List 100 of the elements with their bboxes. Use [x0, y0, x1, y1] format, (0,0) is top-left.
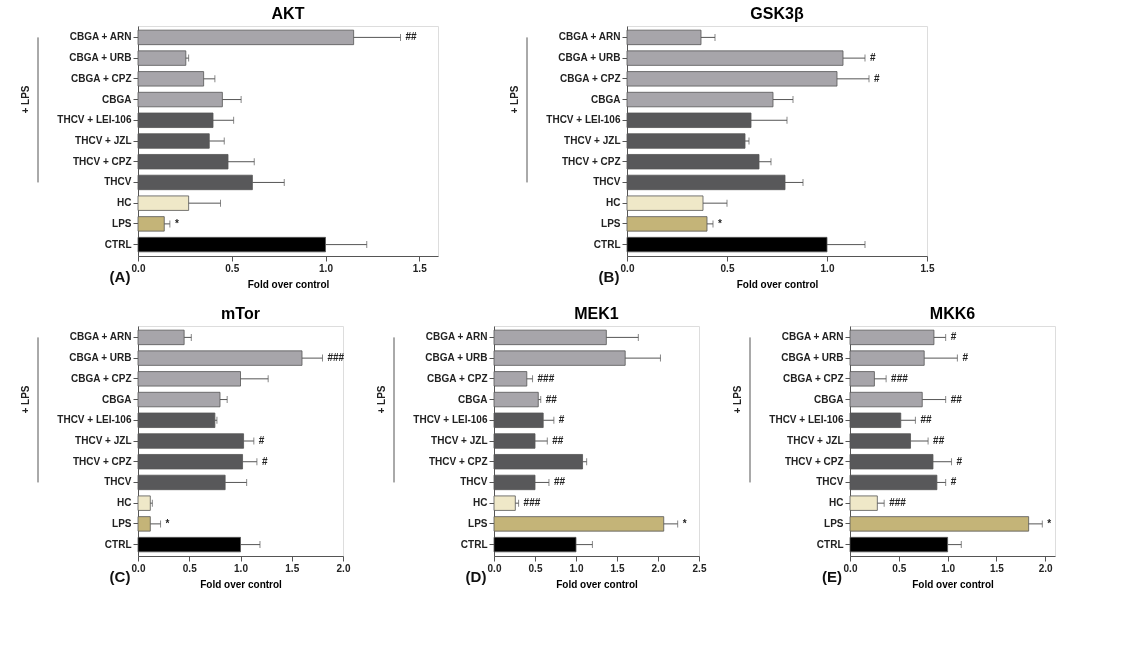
chart-title: MEK1: [574, 305, 619, 322]
x-tick-label: 1.5: [285, 562, 300, 574]
y-tick-label: THCV + LEI-106: [546, 114, 621, 126]
y-tick-label: THCV + CPZ: [561, 155, 621, 167]
x-axis-title: Fold over control: [200, 578, 283, 590]
y-tick-label: CBGA: [102, 393, 132, 405]
y-tick-label: HC: [117, 497, 132, 509]
x-tick-label: 0.5: [892, 562, 907, 574]
y-tick-label: THCV + JZL: [787, 435, 844, 446]
y-tick-label: CBGA + URB: [69, 52, 132, 64]
annotation: #: [874, 72, 880, 84]
annotation: ##: [545, 393, 558, 405]
text: + LPS: [20, 85, 31, 114]
y-tick-label: THCV: [104, 476, 132, 488]
annotation: #: [950, 476, 957, 488]
annotation: #: [956, 455, 963, 467]
x-tick-label: 0.5: [528, 562, 543, 574]
y-tick-label: THCV: [816, 476, 844, 488]
annotation: ##: [553, 476, 566, 488]
y-tick-label: THCV + CPZ: [72, 155, 132, 167]
annotation: *: [174, 217, 179, 229]
y-tick-label: THCV + LEI-106: [57, 414, 132, 426]
y-tick-label: THCV + LEI-106: [769, 414, 844, 426]
y-tick-label: CBGA: [102, 93, 132, 105]
y-tick-label: CBGA: [591, 93, 621, 105]
x-tick-label: 2.0: [336, 562, 351, 574]
y-tick-label: CBGA + CPZ: [560, 72, 621, 84]
x-tick-label: 1.5: [989, 562, 1005, 574]
x-axis-title: Fold over control: [912, 578, 995, 590]
annotation: ##: [950, 393, 963, 405]
annotation: ##: [552, 435, 564, 446]
annotation: ###: [891, 372, 909, 384]
y-tick-label: THCV: [593, 176, 621, 188]
y-tick-label: THCV + JZL: [75, 135, 132, 146]
y-tick-label: CBGA + ARN: [425, 331, 488, 343]
y-tick-label: CTRL: [460, 538, 488, 550]
y-tick-label: LPS: [112, 217, 132, 229]
y-tick-label: CTRL: [593, 238, 621, 250]
y-tick-label: THCV + CPZ: [428, 455, 488, 467]
y-tick-label: THCV + LEI-106: [413, 414, 488, 426]
y-tick-label: CBGA: [814, 393, 844, 405]
annotation: ###: [889, 497, 907, 509]
annotation: #: [870, 52, 876, 64]
x-axis-title: Fold over control: [247, 278, 330, 290]
y-tick-label: HC: [606, 197, 621, 209]
y-tick-label: THCV + JZL: [564, 135, 621, 146]
text: (C): [109, 568, 131, 585]
y-tick-label: CBGA + ARN: [781, 331, 844, 343]
x-tick-label: 2.0: [1038, 562, 1054, 574]
annotation: *: [165, 517, 170, 529]
x-tick-label: 1.0: [820, 262, 835, 274]
y-tick-label: THCV + CPZ: [784, 455, 844, 467]
y-tick-label: LPS: [112, 517, 132, 529]
text: (D): [465, 568, 487, 585]
y-tick-label: CBGA + CPZ: [71, 372, 132, 384]
y-tick-label: CBGA + ARN: [69, 31, 132, 43]
y-tick-label: HC: [473, 497, 488, 509]
annotation: *: [682, 517, 687, 529]
y-tick-label: CTRL: [816, 538, 844, 550]
x-tick-label: 2.0: [651, 562, 666, 574]
x-tick-label: 0.0: [131, 562, 146, 574]
x-tick-label: 1.5: [610, 562, 625, 574]
text: (E): [822, 568, 842, 585]
chart-title: AKT: [271, 5, 305, 22]
x-tick-label: 1.0: [569, 562, 584, 574]
x-tick-label: 1.5: [412, 262, 428, 274]
x-tick-label: 0.0: [843, 562, 858, 574]
y-tick-label: CBGA + URB: [425, 352, 488, 364]
chart-title: GSK3β: [750, 5, 804, 22]
y-tick-label: THCV + CPZ: [72, 455, 132, 467]
y-tick-label: CBGA + CPZ: [71, 72, 132, 84]
chart-title: mTor: [221, 305, 260, 322]
annotation: #: [962, 352, 969, 364]
x-tick-label: 0.5: [720, 262, 735, 274]
chart-title: MKK6: [929, 305, 976, 322]
y-tick-label: THCV + JZL: [431, 435, 488, 446]
y-tick-label: CBGA + URB: [558, 52, 621, 64]
annotation: ##: [920, 414, 932, 426]
x-tick-label: 0.0: [131, 262, 146, 274]
y-tick-label: THCV + LEI-106: [57, 114, 132, 126]
y-tick-label: CTRL: [104, 238, 132, 250]
annotation: ###: [523, 497, 541, 509]
annotation: ###: [327, 352, 345, 364]
y-tick-label: LPS: [601, 217, 621, 229]
y-tick-label: LPS: [824, 517, 844, 529]
x-axis-title: Fold over control: [556, 578, 639, 590]
x-tick-label: 0.0: [487, 562, 502, 574]
annotation: *: [1047, 517, 1052, 529]
text: + LPS: [20, 385, 31, 414]
y-tick-label: CBGA + URB: [781, 352, 844, 364]
y-tick-label: CBGA + CPZ: [783, 372, 844, 384]
y-tick-label: CBGA + ARN: [69, 331, 132, 343]
y-tick-label: CBGA + URB: [69, 352, 132, 364]
annotation: ##: [933, 435, 945, 446]
x-tick-label: 2.5: [692, 562, 707, 574]
annotation: #: [261, 455, 268, 467]
y-tick-label: THCV: [104, 176, 132, 188]
annotation: ###: [537, 372, 555, 384]
annotation: ##: [405, 31, 418, 43]
y-tick-label: CBGA + ARN: [558, 31, 621, 43]
